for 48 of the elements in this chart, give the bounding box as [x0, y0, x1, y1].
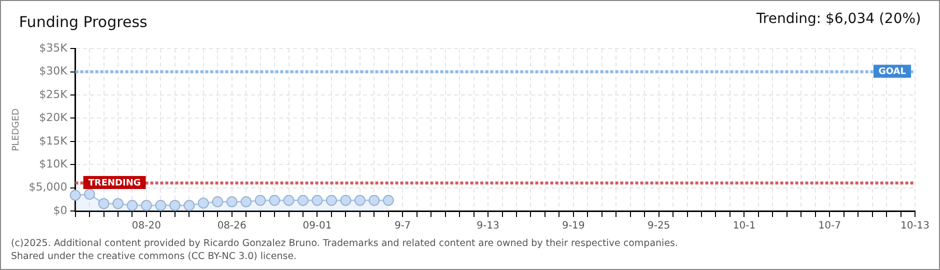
point	[155, 200, 166, 211]
point	[254, 194, 266, 206]
point	[226, 196, 238, 208]
point	[212, 196, 224, 208]
x-tick-label: 10-13	[900, 220, 930, 232]
point	[382, 194, 394, 206]
ref-line-label: GOAL	[878, 67, 906, 78]
y-tick-label: $5,000	[28, 180, 68, 194]
point	[269, 194, 280, 206]
x-tick-label: 08-20	[132, 220, 161, 232]
x-tick-label: 9-19	[562, 220, 585, 232]
x-tick-label: 08-26	[217, 220, 246, 232]
y-tick-label: $20K	[39, 111, 68, 124]
point	[312, 194, 323, 206]
y-tick-label: $30K	[39, 64, 68, 78]
point	[126, 200, 138, 211]
point	[283, 194, 294, 206]
point	[70, 190, 81, 201]
y-tick-label: $25K	[39, 88, 68, 101]
point	[298, 194, 309, 206]
point	[240, 196, 252, 208]
point	[84, 188, 96, 200]
y-tick-label: $10K	[39, 157, 68, 170]
x-tick-label: 9-7	[394, 220, 411, 232]
point	[98, 198, 110, 210]
point	[354, 194, 366, 206]
y-axis-title: PLEDGED	[12, 108, 22, 152]
x-tick-label: 10-1	[732, 220, 756, 232]
point	[326, 194, 337, 206]
point	[340, 194, 352, 206]
ref-line-label: TRENDING	[88, 178, 141, 188]
text: Shared under the creative commons (CC BY-NC 3.0) license.	[11, 250, 298, 263]
y-tick-label: $0	[53, 204, 68, 217]
point	[169, 200, 180, 211]
chart-title: Funding Progress	[19, 13, 148, 31]
point	[140, 200, 152, 211]
point	[112, 198, 124, 210]
point	[368, 194, 380, 206]
x-tick-label: 09-01	[302, 220, 332, 232]
point	[184, 200, 195, 211]
point	[198, 198, 209, 209]
text: (c)2025. Additional content provided by Ricardo Gonzalez Bruno. Trademarks and related content are owned by their respective companies.	[11, 237, 678, 250]
chart-subtitle: Trending: $6,034 (20%)	[756, 11, 921, 27]
x-tick-label: 10-7	[818, 220, 841, 232]
x-tick-label: 9-25	[647, 220, 670, 232]
x-tick-label: 9-13	[476, 220, 500, 232]
y-tick-label: $15K	[39, 134, 68, 148]
y-tick-label: $35K	[39, 41, 68, 54]
